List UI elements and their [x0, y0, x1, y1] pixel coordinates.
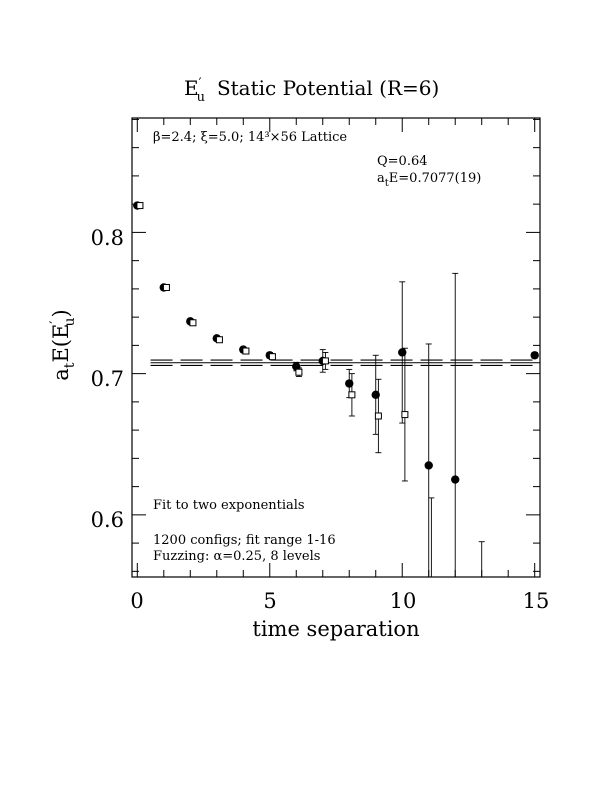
y-tick-label: 0.6	[91, 508, 124, 532]
data-point-circle	[371, 390, 380, 400]
data-series	[133, 201, 539, 577]
data-point-square	[242, 347, 250, 355]
data-point-square	[215, 336, 223, 344]
fit-annotation: Fit to two exponentials	[153, 498, 305, 513]
q-annotation: Q=0.64	[377, 154, 428, 169]
data-point-square	[374, 412, 382, 420]
data-point-circle	[345, 379, 354, 388]
data-point-square	[189, 319, 197, 327]
x-tick-label: 0	[130, 589, 143, 613]
data-point-circle	[451, 475, 460, 484]
x-tick-label: 10	[390, 589, 417, 613]
data-point-square	[401, 411, 409, 419]
configs-annotation: 1200 configs; fit range 1-16	[153, 533, 336, 548]
y-tick-label: 0.8	[91, 226, 124, 250]
data-point-circle	[530, 351, 539, 360]
data-point-circle	[398, 348, 407, 357]
lattice-annotation: β=2.4; ξ=5.0; 14³×56 Lattice	[153, 130, 347, 145]
energy-annotation: atE=0.7077(19)	[377, 171, 481, 189]
y-axis-label: atE(E′u)	[48, 309, 78, 380]
data-point-square	[268, 353, 276, 361]
data-point-square	[162, 283, 170, 291]
data-point-circle	[292, 362, 301, 371]
x-tick-label: 15	[523, 589, 550, 613]
fuzzing-annotation: Fuzzing: α=0.25, 8 levels	[153, 549, 320, 564]
data-point-square	[295, 368, 303, 376]
plot-frame	[131, 117, 541, 578]
data-point-square	[348, 391, 356, 399]
data-point-square	[321, 357, 329, 365]
fit-band	[150, 359, 540, 366]
data-point-circle	[424, 461, 433, 470]
y-tick-label: 0.7	[91, 367, 124, 391]
chart-title: E′ u Static Potential (R=6)	[184, 76, 439, 105]
x-axis-label: time separation	[252, 617, 419, 641]
data-point-square	[136, 202, 144, 210]
x-tick-label: 5	[263, 589, 276, 613]
